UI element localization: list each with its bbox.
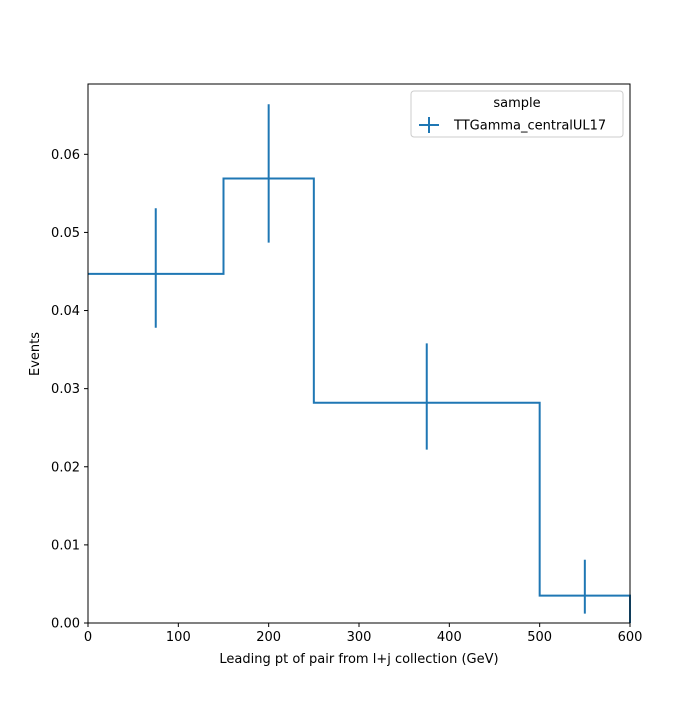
y-tick-label: 0.02 bbox=[51, 460, 80, 475]
y-tick-label: 0.05 bbox=[51, 226, 80, 241]
x-tick-label: 400 bbox=[437, 630, 462, 645]
x-tick-label: 200 bbox=[256, 630, 281, 645]
y-tick-label: 0.04 bbox=[51, 304, 80, 319]
y-tick-label: 0.03 bbox=[51, 382, 80, 397]
y-axis-label: Events bbox=[28, 332, 43, 376]
x-tick-label: 0 bbox=[84, 630, 92, 645]
legend-entry-label: TTGamma_centralUL17 bbox=[453, 119, 606, 134]
x-tick-label: 500 bbox=[527, 630, 552, 645]
y-axis: 0.00 0.01 0.02 0.03 0.04 0.05 0.06 bbox=[51, 148, 88, 632]
legend-title: sample bbox=[493, 96, 540, 111]
x-axis-label: Leading pt of pair from l+j collection (… bbox=[219, 652, 498, 667]
y-tick-label: 0.06 bbox=[51, 148, 80, 163]
y-tick-label: 0.00 bbox=[51, 617, 80, 632]
x-tick-label: 300 bbox=[347, 630, 372, 645]
x-axis: 0 100 200 300 400 500 600 bbox=[84, 623, 643, 645]
histogram-step-line bbox=[88, 177, 631, 623]
y-tick-label: 0.01 bbox=[51, 538, 80, 553]
x-tick-label: 600 bbox=[618, 630, 643, 645]
plot-frame bbox=[87, 83, 631, 624]
x-tick-label: 100 bbox=[166, 630, 191, 645]
legend-box bbox=[410, 90, 624, 138]
legend: sample TTGamma_centralUL17 bbox=[410, 90, 624, 138]
chart-marks bbox=[88, 104, 631, 623]
